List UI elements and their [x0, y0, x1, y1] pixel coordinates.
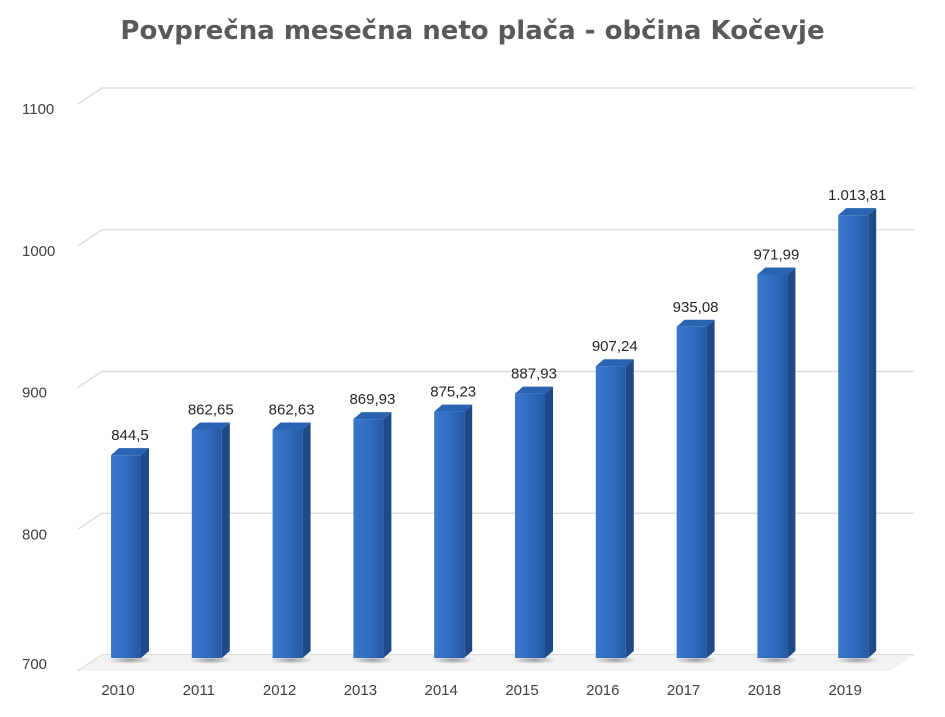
x-tick-label: 2017 [667, 682, 700, 699]
data-label: 935,08 [673, 299, 719, 316]
x-tick-label: 2011 [183, 682, 215, 699]
x-tick-label: 2016 [586, 682, 619, 699]
data-label: 844,5 [111, 427, 149, 444]
bar [512, 386, 556, 664]
bar [269, 422, 314, 664]
y-tick-label: 900 [22, 385, 47, 402]
x-tick-label: 2014 [425, 682, 458, 699]
x-tick-label: 2013 [344, 682, 377, 699]
grid-line [77, 87, 914, 105]
data-label: 1.013,81 [828, 187, 886, 204]
bar [754, 267, 799, 664]
x-tick-label: 2010 [101, 682, 134, 699]
grid-line [77, 370, 914, 389]
bars [108, 208, 880, 664]
y-tick-label: 1000 [22, 243, 55, 260]
chart-title: Povprečna mesečna neto plača - občina Ko… [120, 16, 825, 46]
x-tick-label: 2012 [263, 682, 296, 699]
data-label: 875,23 [430, 384, 476, 401]
bar [592, 359, 637, 664]
x-axis: 2010 2011 2012 2013 2014 2015 2016 2017 2018 2019 [101, 682, 862, 699]
bar [350, 412, 395, 664]
grid-line [77, 512, 914, 530]
data-label: 862,65 [188, 401, 234, 418]
x-tick-label: 2018 [748, 682, 781, 699]
y-tick-label: 1100 [22, 101, 54, 118]
x-tick-label: 2019 [829, 682, 862, 699]
x-tick-label: 2015 [505, 682, 538, 699]
data-label: 971,99 [753, 246, 799, 263]
bar [108, 448, 152, 664]
bar [431, 404, 476, 664]
bar [673, 319, 718, 664]
data-label: 869,93 [349, 391, 395, 408]
data-label: 887,93 [511, 366, 557, 383]
y-tick-label: 700 [22, 656, 47, 673]
data-label: 907,24 [592, 338, 638, 355]
data-labels: 844,5 862,65 862,63 869,93 875,23 887,93 907,2… [111, 187, 886, 444]
bar [835, 208, 880, 664]
y-axis: 700 800 900 1000 1100 [22, 101, 55, 673]
y-tick-label: 800 [22, 526, 47, 543]
bar [188, 422, 233, 664]
grid-line [77, 229, 914, 247]
data-label: 862,63 [269, 401, 315, 418]
